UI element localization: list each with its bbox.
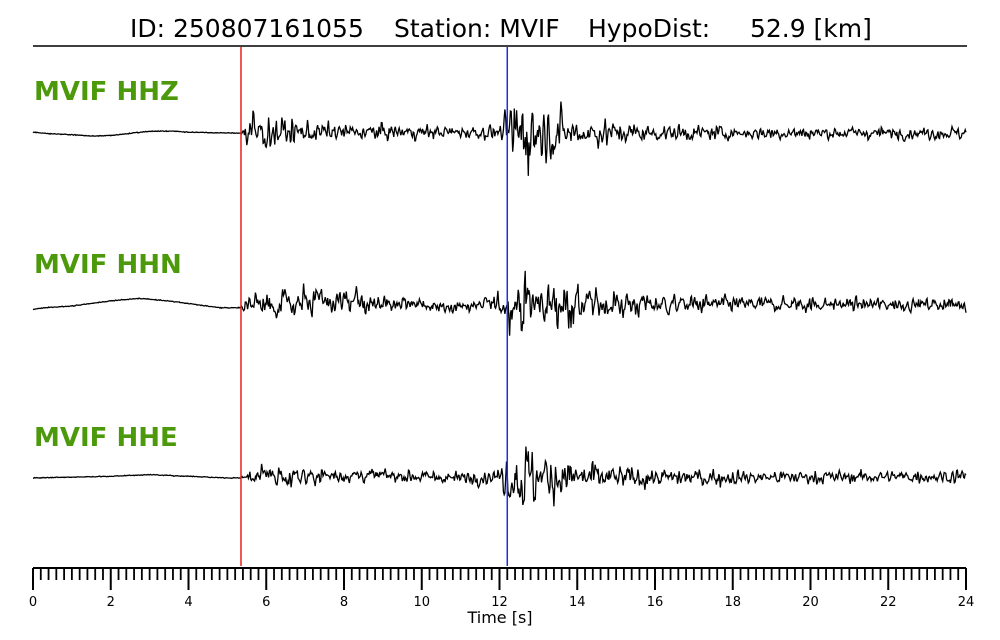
time-axis: 0 2 4 6 8 10 12 14 16 18 20 22 24 <box>29 567 975 610</box>
channel-labels: MVIF HHZ MVIF HHN MVIF HHE <box>34 77 182 453</box>
x-tick-label: 20 <box>802 595 819 610</box>
title-id: ID: 250807161055 <box>130 14 364 43</box>
x-tick-label: 24 <box>958 595 975 610</box>
trace-group <box>32 101 967 507</box>
x-tick-label: 16 <box>647 595 664 610</box>
x-tick-label: 0 <box>29 595 37 610</box>
x-tick-label: 2 <box>107 595 115 610</box>
x-tick-label: 12 <box>491 595 508 610</box>
title-station: Station: MVIF <box>394 14 560 43</box>
x-tick-label: 18 <box>724 595 741 610</box>
x-tick-label: 22 <box>880 595 897 610</box>
x-axis-label: Time [s] <box>466 608 532 627</box>
trace-mvif-hhe <box>33 446 967 507</box>
x-tick-label: 4 <box>184 595 192 610</box>
channel-label-mvif-hhz: MVIF HHZ <box>34 77 179 107</box>
channel-label-mvif-hhn: MVIF HHN <box>34 250 182 280</box>
phase-picks <box>240 47 509 566</box>
x-tick-label: 6 <box>262 595 270 610</box>
x-tick-label: 14 <box>569 595 586 610</box>
x-tick-label: 10 <box>413 595 430 610</box>
x-tick-label: 8 <box>340 595 348 610</box>
trace-mvif-hhn <box>32 270 967 336</box>
title-hypodist: HypoDist: 52.9 [km] <box>588 14 872 43</box>
trace-mvif-hhz <box>32 101 967 176</box>
channel-label-mvif-hhe: MVIF HHE <box>34 423 178 453</box>
